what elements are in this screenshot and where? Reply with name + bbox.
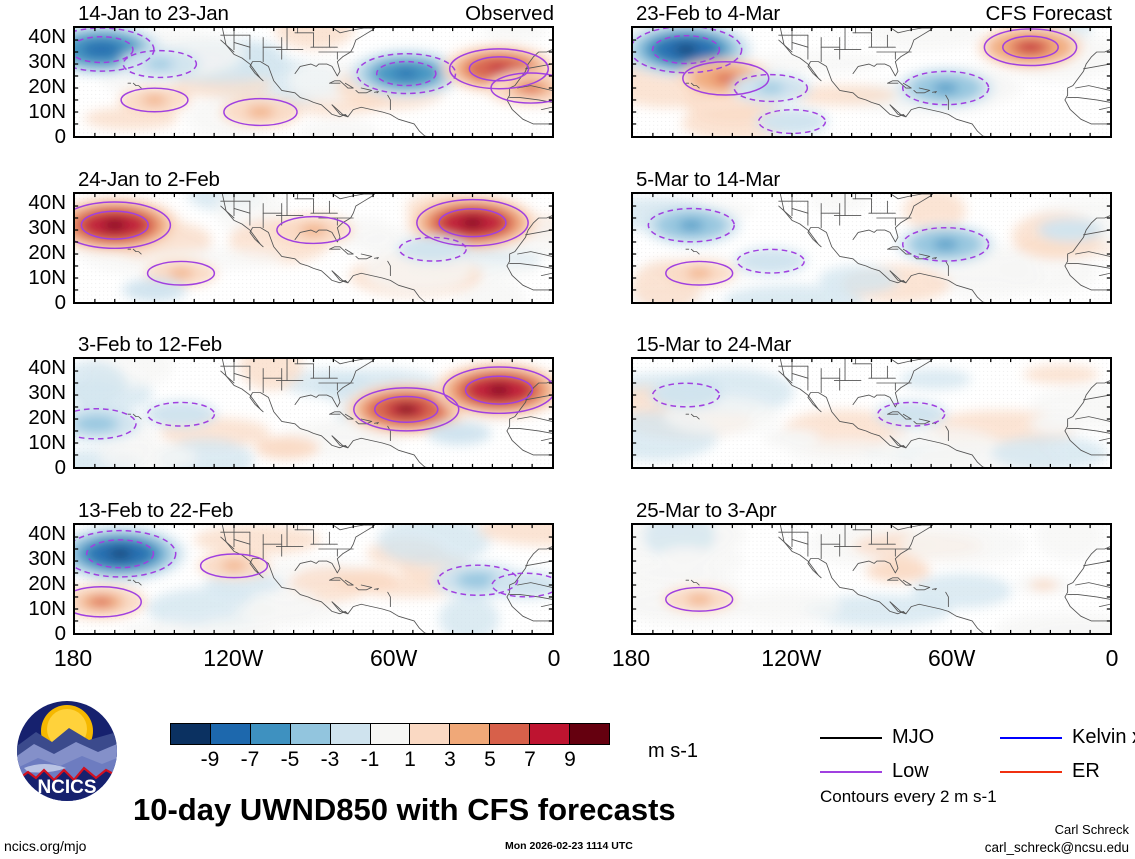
timestamp: Mon 2026-02-23 1114 UTC [505,840,633,852]
colorbar-tick-label: -3 [320,748,340,771]
colorbar-swatch-0 [171,724,211,744]
map-panel-forecast-3 [631,357,1112,469]
page-title: 10-day UWND850 with CFS forecasts [133,792,676,827]
colorbar-swatch-9 [530,724,571,744]
site-url: ncics.org/mjo [4,838,87,854]
panel-title: 25-Mar to 3-Apr [636,499,777,522]
y-tick-label: 0 [54,291,66,314]
panel-title: 23-Feb to 4-Mar [636,2,780,25]
map-panel-forecast-1 [631,26,1112,138]
y-tick-label: 0 [54,456,66,479]
colorbar-swatch-10 [570,724,609,744]
legend-label-kelvin-x2: Kelvin x2 [1072,726,1135,748]
legend-line-mjo [820,737,882,739]
x-tick-label: 120W [203,645,264,671]
panel-title: 13-Feb to 22-Feb [78,499,234,522]
colorbar-tick-label: -9 [200,748,220,771]
legend-label-mjo: MJO [892,726,935,748]
legend-label-er: ER [1072,760,1100,782]
x-tick-label: 120W [761,645,822,671]
y-tick-label: 0 [54,125,66,148]
x-tick-label: 180 [611,645,651,671]
y-tick-label: 20N [28,241,66,265]
colorbar-swatch-4 [330,724,371,744]
panel-title: 15-Mar to 24-Mar [636,333,792,356]
x-tick-label: 180 [53,645,93,671]
y-tick-label: 10N [28,266,66,290]
map-panel-forecast-2 [631,192,1112,304]
column-heading-1: CFS Forecast [985,2,1112,25]
colorbar-tick-label: -5 [280,748,300,771]
x-tick-label: 60W [928,645,976,671]
colorbar-swatch-2 [250,724,291,744]
y-tick-label: 40N [28,356,66,380]
colorbar-tick-label: 3 [444,748,456,771]
ncics-logo: NCICS [14,698,120,804]
x-tick-label: 0 [547,645,561,671]
colorbar-tick-label: -7 [240,748,260,771]
y-tick-label: 40N [28,25,66,49]
colorbar-swatch-7 [450,724,491,744]
y-tick-label: 20N [28,406,66,430]
y-tick-label: 10N [28,597,66,621]
colorbar-swatch-1 [210,724,251,744]
y-tick-label: 40N [28,522,66,546]
legend-line-kelvin-x2 [1000,737,1062,739]
panel-title: 3-Feb to 12-Feb [78,333,222,356]
x-tick-label: 60W [370,645,418,671]
y-tick-label: 20N [28,572,66,596]
colorbar-swatch-6 [410,724,451,744]
map-panel-observed-2 [73,192,554,304]
colorbar-tick-label: -1 [360,748,380,771]
colorbar-tick-label: 9 [564,748,576,771]
legend-line-er [1000,771,1062,773]
panel-title: 14-Jan to 23-Jan [78,2,229,25]
y-tick-label: 30N [28,216,66,240]
y-tick-label: 20N [28,75,66,99]
legend-label-low: Low [892,760,929,782]
map-panel-observed-3 [73,357,554,469]
colorbar-tick-label: 5 [484,748,496,771]
colorbar-swatch-5 [370,724,411,744]
y-tick-label: 30N [28,547,66,571]
colorbar-swatch-3 [290,724,331,744]
colorbar-tick-label: 7 [524,748,536,771]
panel-title: 5-Mar to 14-Mar [636,168,780,191]
y-tick-label: 30N [28,50,66,74]
y-tick-label: 0 [54,622,66,645]
contour-interval-note: Contours every 2 m s-1 [820,787,997,806]
map-panel-observed-4 [73,523,554,635]
y-tick-label: 30N [28,381,66,405]
colorbar-unit-label: m s-1 [648,740,698,762]
colorbar-swatch-8 [490,724,531,744]
legend-line-low [820,771,882,773]
map-panel-observed-1 [73,26,554,138]
author-email: carl_schreck@ncsu.edu [984,840,1129,855]
column-heading-0: Observed [465,2,554,25]
y-tick-label: 10N [28,100,66,124]
y-tick-label: 10N [28,431,66,455]
x-tick-label: 0 [1105,645,1119,671]
panel-title: 24-Jan to 2-Feb [78,168,220,191]
author-name: Carl Schreck [1054,822,1129,837]
colorbar-tick-label: 1 [404,748,416,771]
logo-text: NCICS [37,777,96,798]
y-tick-label: 40N [28,191,66,215]
map-panel-forecast-4 [631,523,1112,635]
colorbar [170,723,610,745]
